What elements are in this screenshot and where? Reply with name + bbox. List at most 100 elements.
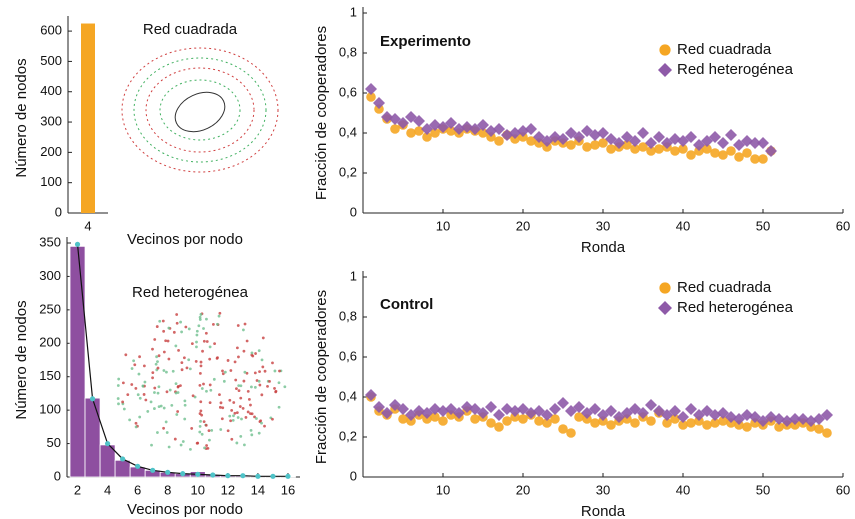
network-node (243, 322, 247, 326)
network-node (162, 329, 166, 333)
network-node (277, 405, 281, 409)
fit-point (225, 473, 231, 479)
x-tick-label: 40 (676, 482, 690, 497)
network-node (249, 428, 253, 432)
point (365, 389, 377, 401)
y-tick-label: 0 (350, 468, 357, 483)
network-node (273, 369, 277, 373)
network-node (208, 357, 212, 361)
y-axis-label: Número de nodos (13, 58, 30, 177)
y-tick-label: 200 (39, 335, 61, 350)
network-node (122, 407, 126, 411)
network-node (239, 435, 243, 438)
network-node (231, 418, 235, 422)
point (373, 97, 385, 109)
x-tick-label: 16 (281, 482, 295, 497)
network-node (151, 347, 154, 351)
point (670, 146, 680, 156)
network-node (233, 360, 237, 364)
network-node (197, 324, 201, 328)
point (477, 407, 489, 419)
network-node (244, 416, 248, 419)
network-node (221, 372, 225, 376)
point (430, 128, 440, 138)
network-node (261, 365, 265, 369)
y-tick-label: 600 (40, 23, 62, 38)
network-node (239, 384, 243, 388)
network-node (195, 441, 199, 445)
y-tick-label: 50 (47, 435, 61, 450)
network-node (193, 395, 197, 399)
point (453, 407, 465, 419)
network-node (205, 317, 208, 321)
point (606, 144, 616, 154)
network-node (237, 355, 240, 359)
network-node (208, 383, 212, 387)
network-node (141, 384, 145, 388)
network-node (198, 430, 202, 434)
network-node (177, 348, 180, 352)
fit-point (285, 473, 291, 479)
network-node (159, 404, 163, 408)
network-node (176, 410, 180, 413)
network-node (166, 339, 170, 343)
point (494, 136, 504, 146)
network-node (260, 393, 264, 397)
network-node (271, 361, 274, 365)
network-node (226, 429, 230, 433)
network-node (153, 386, 157, 390)
network-node (208, 401, 212, 405)
y-tick-label: 400 (40, 83, 62, 98)
network-node (232, 401, 236, 404)
x-axis-label: Ronda (581, 239, 626, 256)
x-axis-label: Vecinos por nodo (127, 231, 243, 248)
point (749, 137, 761, 149)
network-node (195, 333, 199, 337)
network-node (174, 344, 178, 348)
x-tick-label: 50 (756, 218, 770, 233)
point (662, 418, 672, 428)
y-tick-label: 300 (39, 268, 61, 283)
network-node (154, 362, 158, 366)
network-node (230, 437, 234, 441)
network-node (146, 410, 150, 413)
point (365, 83, 377, 95)
network-node (229, 419, 233, 423)
point (637, 127, 649, 139)
network-node (235, 346, 239, 350)
network-node (222, 379, 226, 383)
point (678, 420, 688, 430)
network-node (199, 360, 203, 364)
x-tick-label: 10 (436, 482, 450, 497)
network-node (180, 330, 184, 334)
network-node (235, 387, 238, 391)
network-node (165, 370, 168, 374)
point (734, 152, 744, 162)
network-node (204, 331, 208, 335)
network-node (116, 397, 120, 400)
y-tick-label: 500 (40, 53, 62, 68)
network-node (164, 339, 168, 343)
point (822, 428, 832, 438)
network-node (156, 366, 160, 370)
network-node (260, 358, 264, 362)
network-node (179, 384, 182, 388)
network-node (142, 364, 146, 368)
y-tick-label: 250 (39, 301, 61, 316)
legend-label: Red heterogénea (677, 61, 794, 78)
network-node (229, 369, 233, 372)
network-node (183, 399, 187, 403)
network-node (175, 413, 179, 416)
legend-label: Red cuadrada (677, 279, 772, 296)
network-node (234, 378, 238, 382)
network-node (137, 372, 141, 376)
point (718, 416, 728, 426)
network-node (278, 369, 281, 373)
network-node (198, 412, 202, 415)
network-node (199, 409, 203, 413)
y-tick-label: 150 (39, 368, 61, 383)
point (709, 131, 721, 143)
network-node (253, 371, 257, 375)
point (590, 418, 600, 428)
network-node (273, 387, 276, 390)
